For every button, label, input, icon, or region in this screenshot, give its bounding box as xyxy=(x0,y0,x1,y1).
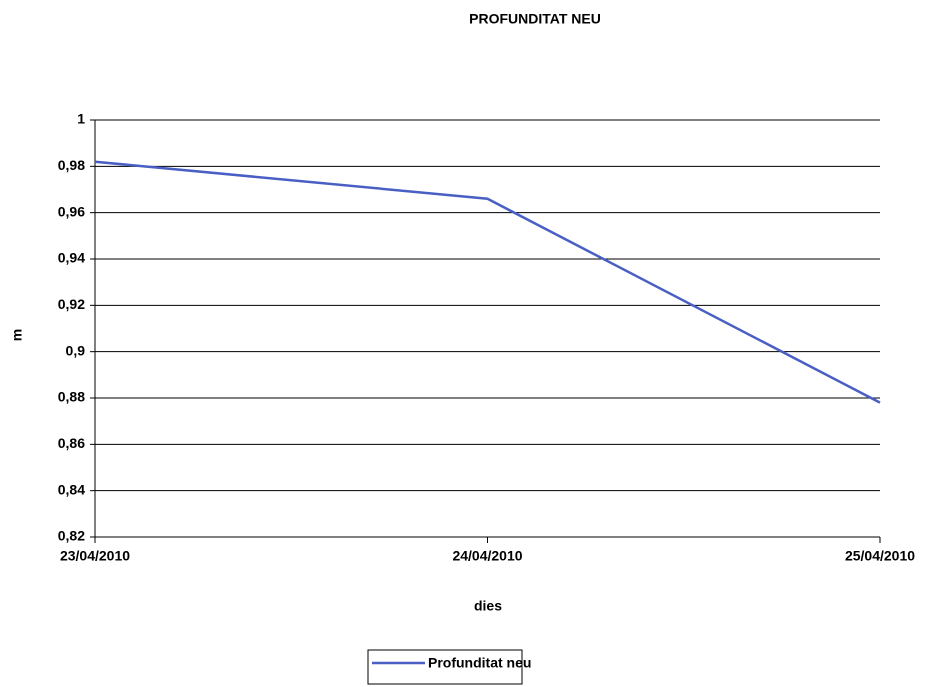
y-tick-label: 0,94 xyxy=(58,250,85,266)
y-tick-label: 0,84 xyxy=(58,481,85,497)
y-axis-label: m xyxy=(9,329,25,341)
x-tick-label: 23/04/2010 xyxy=(60,548,130,564)
y-tick-label: 0,96 xyxy=(58,203,85,219)
y-tick-label: 0,88 xyxy=(58,389,85,405)
legend-box xyxy=(367,649,523,685)
y-tick-label: 0,82 xyxy=(58,528,85,544)
legend-label: Profunditat neu xyxy=(428,655,531,671)
chart-title: PROFUNDITAT NEU xyxy=(469,11,601,27)
y-tick-label: 1 xyxy=(77,111,85,127)
x-axis-label: dies xyxy=(474,598,502,614)
y-tick-label: 0,98 xyxy=(58,157,85,173)
y-tick-label: 0,92 xyxy=(58,296,85,312)
y-tick-label: 0,9 xyxy=(66,342,86,358)
x-tick-label: 25/04/2010 xyxy=(845,548,915,564)
y-tick-label: 0,86 xyxy=(58,435,85,451)
data-line xyxy=(94,160,881,404)
x-tick-label: 24/04/2010 xyxy=(452,548,522,564)
